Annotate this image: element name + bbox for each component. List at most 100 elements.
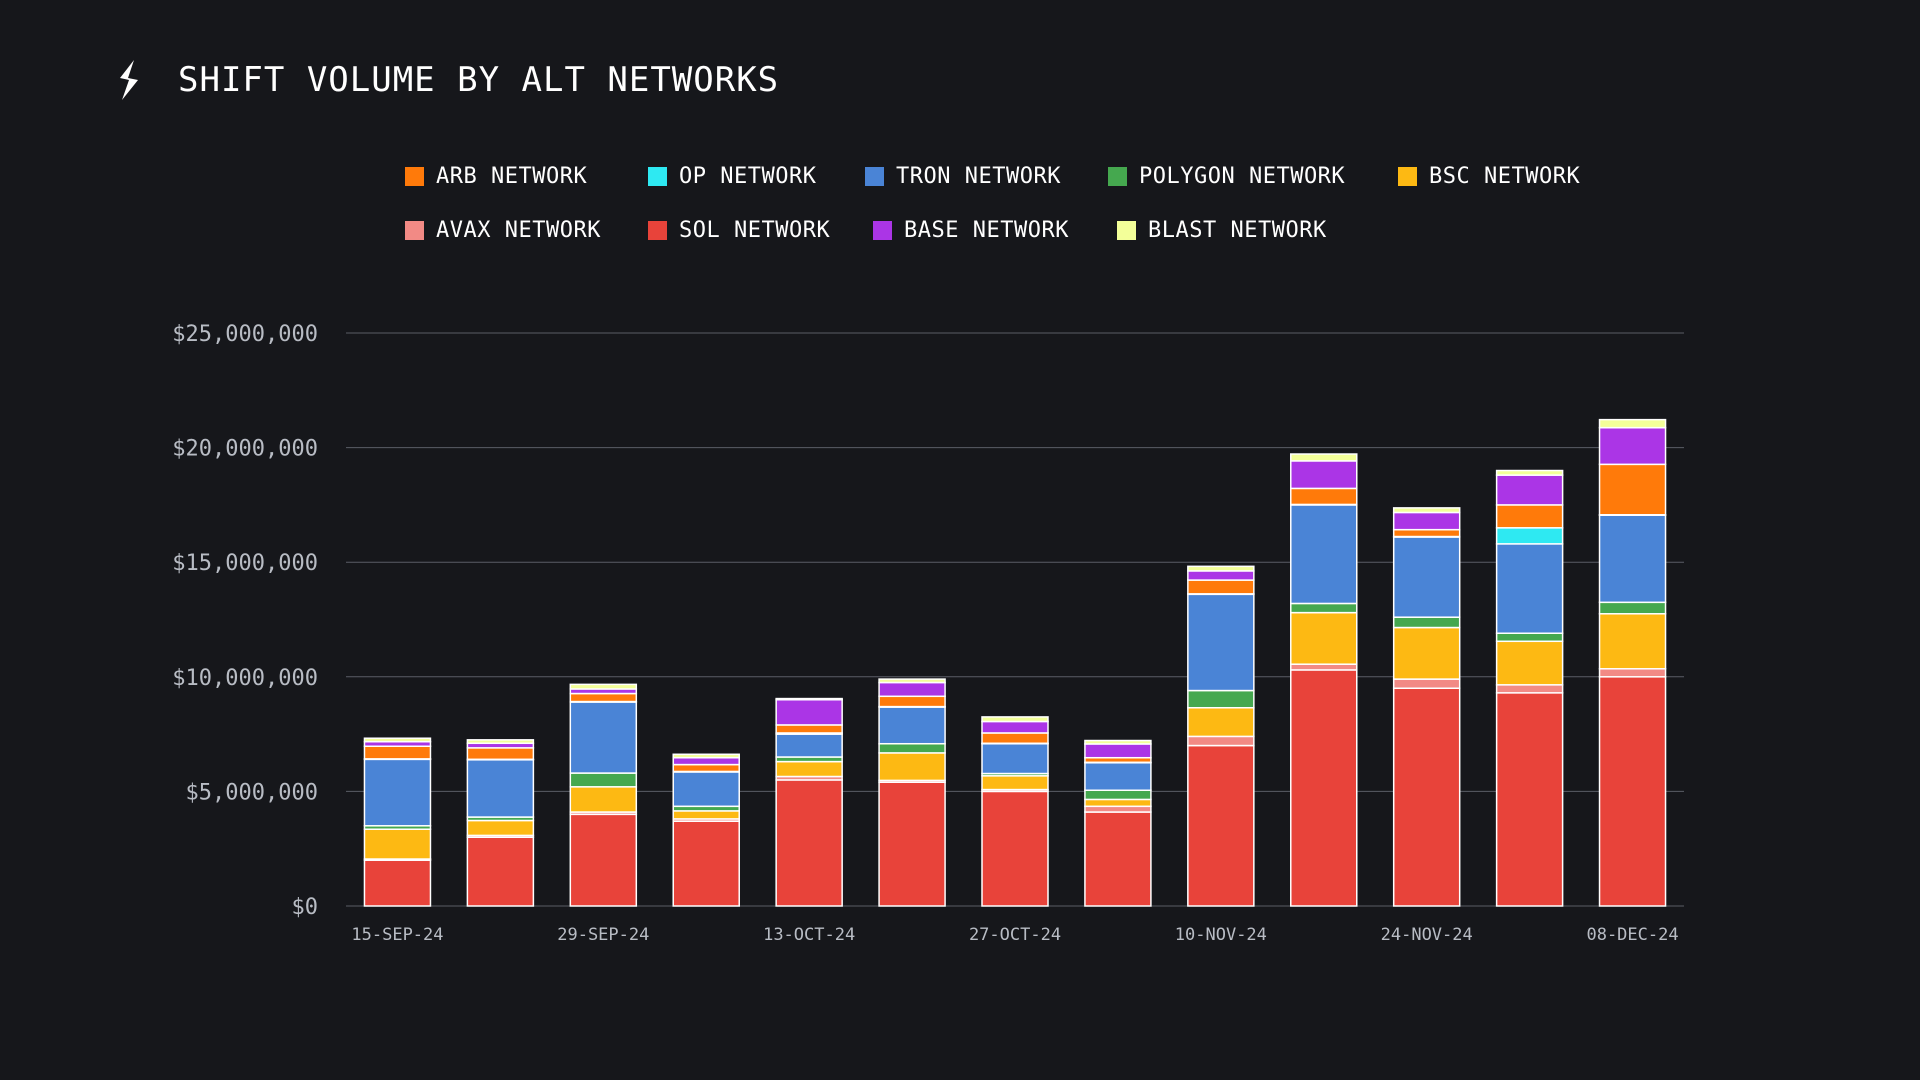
bar-segment-sol-network[interactable] bbox=[1187, 744, 1255, 907]
bar-segment-sol-network[interactable] bbox=[1392, 687, 1461, 907]
bar-segment-sol-network[interactable] bbox=[878, 781, 946, 907]
bar-segment-polygon-network[interactable] bbox=[1290, 602, 1358, 614]
bar-segment-blast-network[interactable] bbox=[775, 697, 843, 701]
bar-segment-tron-network[interactable] bbox=[672, 771, 740, 808]
bar-segment-sol-network[interactable] bbox=[1598, 676, 1667, 907]
bar-stack-15-sep-24[interactable] bbox=[363, 737, 432, 907]
bar-stack-03-nov-24[interactable] bbox=[1084, 739, 1152, 907]
bar-segment-bsc-network[interactable] bbox=[878, 752, 946, 782]
legend-item-blast[interactable]: BLAST NETWORK bbox=[1117, 214, 1327, 246]
bar-segment-base-network[interactable] bbox=[1084, 743, 1152, 759]
bar-stack-20-oct-24[interactable] bbox=[878, 678, 946, 907]
bar-stack-17-nov-24[interactable] bbox=[1290, 453, 1358, 907]
bar-segment-base-network[interactable] bbox=[981, 720, 1049, 734]
bar-segment-bsc-network[interactable] bbox=[672, 810, 740, 820]
bar-stack-06-oct-24[interactable] bbox=[672, 753, 740, 907]
bar-segment-tron-network[interactable] bbox=[1290, 504, 1358, 605]
bar-stack-29-sep-24[interactable] bbox=[569, 683, 638, 907]
legend-item-tron[interactable]: TRON NETWORK bbox=[865, 160, 1061, 192]
bar-segment-sol-network[interactable] bbox=[981, 790, 1049, 907]
bar-segment-sol-network[interactable] bbox=[569, 813, 638, 907]
bar-segment-bsc-network[interactable] bbox=[1084, 798, 1152, 808]
legend-item-avax[interactable]: AVAX NETWORK bbox=[405, 214, 601, 246]
bar-segment-polygon-network[interactable] bbox=[569, 772, 638, 788]
bar-segment-avax-network[interactable] bbox=[1598, 668, 1667, 678]
bar-segment-blast-network[interactable] bbox=[878, 678, 946, 684]
bar-segment-avax-network[interactable] bbox=[1495, 684, 1564, 694]
bar-segment-bsc-network[interactable] bbox=[363, 828, 432, 860]
bar-segment-base-network[interactable] bbox=[1392, 511, 1461, 531]
bar-segment-sol-network[interactable] bbox=[1084, 811, 1152, 907]
bar-segment-avax-network[interactable] bbox=[1290, 663, 1358, 671]
bar-segment-blast-network[interactable] bbox=[363, 737, 432, 743]
bar-segment-arb-network[interactable] bbox=[466, 747, 535, 761]
bar-segment-blast-network[interactable] bbox=[466, 739, 535, 745]
bar-segment-sol-network[interactable] bbox=[672, 820, 740, 907]
bar-segment-arb-network[interactable] bbox=[1495, 504, 1564, 529]
bar-segment-blast-network[interactable] bbox=[1598, 418, 1667, 429]
legend-item-polygon[interactable]: POLYGON NETWORK bbox=[1108, 160, 1345, 192]
bar-segment-sol-network[interactable] bbox=[363, 859, 432, 907]
bar-segment-sol-network[interactable] bbox=[1290, 669, 1358, 907]
bar-segment-arb-network[interactable] bbox=[981, 732, 1049, 745]
bar-segment-tron-network[interactable] bbox=[775, 733, 843, 758]
bar-segment-bsc-network[interactable] bbox=[1392, 626, 1461, 680]
bar-segment-tron-network[interactable] bbox=[981, 742, 1049, 775]
bar-segment-base-network[interactable] bbox=[1495, 474, 1564, 506]
bar-segment-blast-network[interactable] bbox=[981, 716, 1049, 723]
bar-segment-tron-network[interactable] bbox=[466, 759, 535, 818]
bar-segment-base-network[interactable] bbox=[1598, 426, 1667, 466]
bar-segment-polygon-network[interactable] bbox=[1392, 616, 1461, 629]
bar-segment-tron-network[interactable] bbox=[1495, 543, 1564, 635]
bar-segment-sol-network[interactable] bbox=[1495, 692, 1564, 907]
bar-stack-22-sep-24[interactable] bbox=[466, 739, 535, 907]
bar-segment-polygon-network[interactable] bbox=[878, 742, 946, 754]
bar-stack-27-oct-24[interactable] bbox=[981, 716, 1049, 907]
bar-segment-arb-network[interactable] bbox=[569, 692, 638, 703]
bar-segment-bsc-network[interactable] bbox=[775, 760, 843, 778]
bar-segment-blast-network[interactable] bbox=[1187, 565, 1255, 572]
bar-segment-base-network[interactable] bbox=[672, 756, 740, 766]
bar-segment-bsc-network[interactable] bbox=[466, 819, 535, 837]
bar-stack-13-oct-24[interactable] bbox=[775, 697, 843, 907]
bar-segment-polygon-network[interactable] bbox=[1495, 632, 1564, 643]
bar-segment-blast-network[interactable] bbox=[1084, 739, 1152, 745]
bar-segment-blast-network[interactable] bbox=[569, 683, 638, 690]
bar-segment-polygon-network[interactable] bbox=[1084, 789, 1152, 801]
bar-segment-bsc-network[interactable] bbox=[1187, 706, 1255, 738]
legend-item-bsc[interactable]: BSC NETWORK bbox=[1398, 160, 1580, 192]
bar-segment-arb-network[interactable] bbox=[1598, 463, 1667, 516]
legend-item-base[interactable]: BASE NETWORK bbox=[873, 214, 1069, 246]
bar-segment-blast-network[interactable] bbox=[1392, 507, 1461, 514]
bar-segment-arb-network[interactable] bbox=[363, 745, 432, 760]
legend-item-op[interactable]: OP NETWORK bbox=[648, 160, 816, 192]
bar-segment-tron-network[interactable] bbox=[1392, 536, 1461, 618]
bar-segment-blast-network[interactable] bbox=[672, 753, 740, 759]
bar-segment-arb-network[interactable] bbox=[672, 763, 740, 773]
bar-stack-24-nov-24[interactable] bbox=[1392, 507, 1461, 907]
bar-segment-sol-network[interactable] bbox=[466, 836, 535, 907]
bar-segment-base-network[interactable] bbox=[775, 698, 843, 726]
bar-segment-op-network[interactable] bbox=[1495, 527, 1564, 545]
bar-segment-arb-network[interactable] bbox=[1290, 487, 1358, 506]
bar-segment-bsc-network[interactable] bbox=[1290, 611, 1358, 665]
bar-segment-blast-network[interactable] bbox=[1495, 469, 1564, 476]
bar-segment-blast-network[interactable] bbox=[1290, 453, 1358, 462]
bar-segment-sol-network[interactable] bbox=[775, 779, 843, 907]
bar-segment-base-network[interactable] bbox=[1290, 460, 1358, 490]
bar-segment-avax-network[interactable] bbox=[1392, 678, 1461, 690]
bar-segment-bsc-network[interactable] bbox=[1495, 640, 1564, 686]
bar-segment-polygon-network[interactable] bbox=[1187, 689, 1255, 709]
bar-stack-08-dec-24[interactable] bbox=[1598, 418, 1667, 907]
bar-segment-tron-network[interactable] bbox=[569, 701, 638, 774]
bar-stack-01-dec-24[interactable] bbox=[1495, 469, 1564, 907]
bar-segment-base-network[interactable] bbox=[878, 681, 946, 698]
bar-segment-bsc-network[interactable] bbox=[981, 775, 1049, 791]
legend-item-arb[interactable]: ARB NETWORK bbox=[405, 160, 587, 192]
bar-segment-tron-network[interactable] bbox=[878, 706, 946, 745]
bar-segment-tron-network[interactable] bbox=[1187, 593, 1255, 692]
bar-segment-arb-network[interactable] bbox=[1392, 528, 1461, 538]
bar-segment-arb-network[interactable] bbox=[775, 724, 843, 734]
bar-segment-arb-network[interactable] bbox=[878, 695, 946, 708]
legend-item-sol[interactable]: SOL NETWORK bbox=[648, 214, 830, 246]
